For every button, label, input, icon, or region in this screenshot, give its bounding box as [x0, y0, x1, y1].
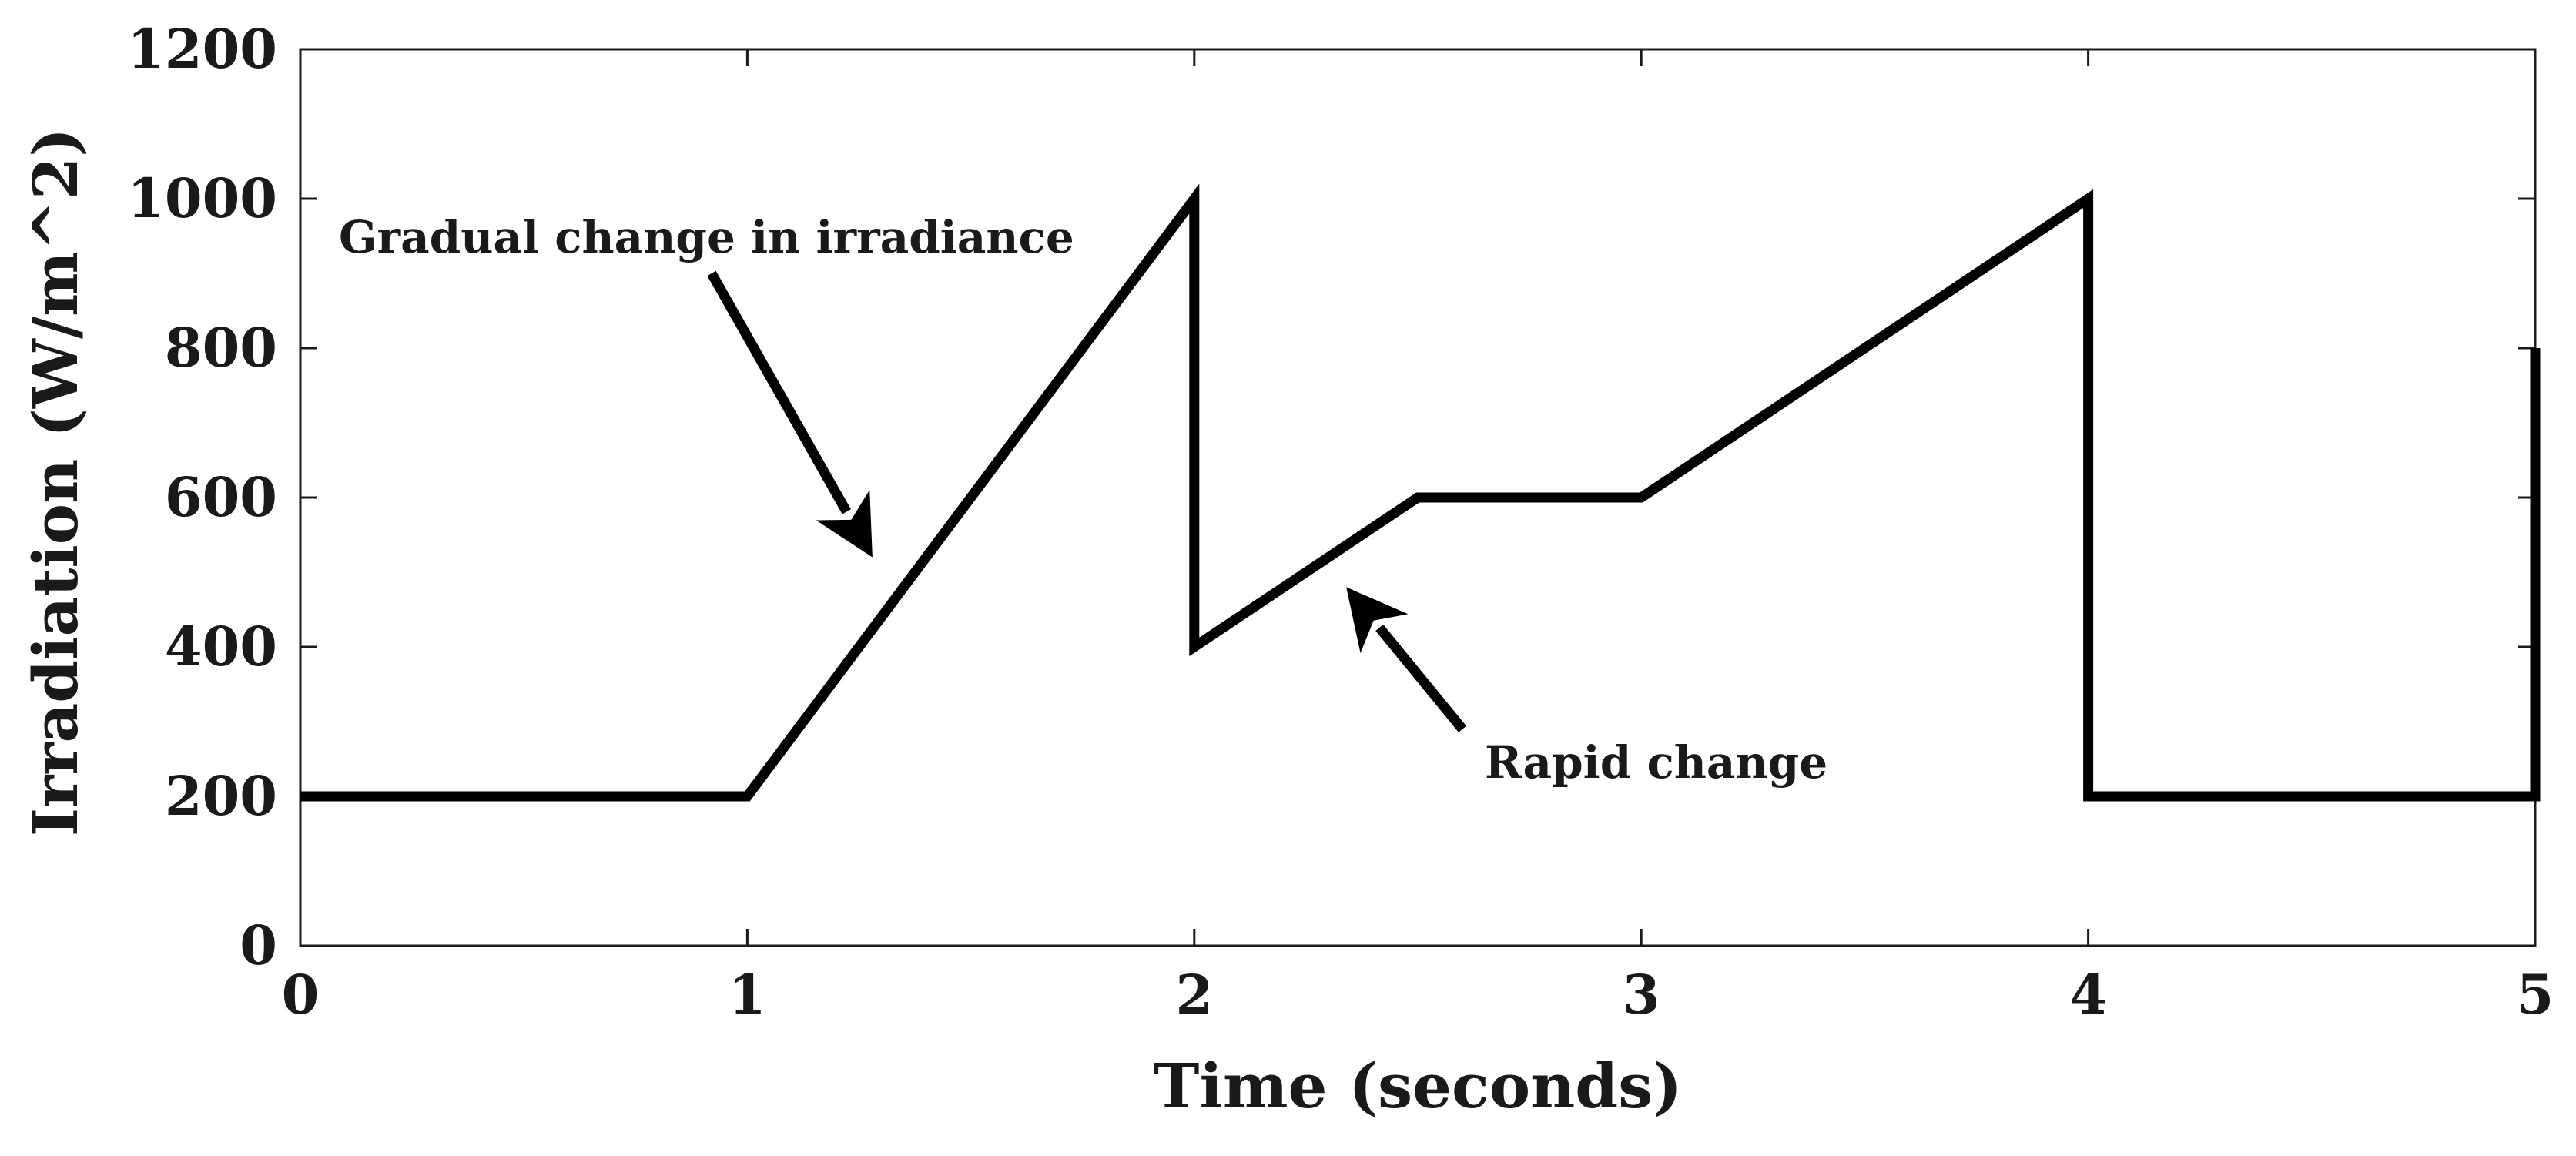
y-tick-label: 0 [240, 913, 277, 977]
annotation-arrow-shaft [707, 270, 852, 514]
y-tick-label: 600 [165, 465, 277, 529]
y-tick-label: 200 [165, 764, 277, 828]
x-tick-label: 5 [2517, 963, 2554, 1027]
x-tick-label: 4 [2069, 963, 2107, 1027]
series-line [300, 183, 2541, 802]
series-layer [300, 183, 2541, 802]
annotation-arrow-shaft [1375, 624, 1467, 732]
x-tick-label: 3 [1623, 963, 1660, 1027]
annotation-arrow-head [816, 490, 873, 558]
x-tick-label: 1 [729, 963, 766, 1027]
x-tick-label: 0 [282, 963, 320, 1027]
x-tick-label: 2 [1175, 963, 1213, 1027]
y-axis-ticks: 0 200 400 600 800 1000 1200 [127, 17, 2535, 977]
y-tick-label: 800 [165, 316, 277, 380]
y-tick-label: 400 [165, 615, 277, 679]
annotation-layer: Gradual change in irradiance Rapid change [339, 211, 1827, 789]
annotation-label: Gradual change in irradiance [339, 211, 1074, 263]
y-tick-label: 1200 [127, 17, 277, 81]
annotation-label: Rapid change [1485, 736, 1827, 789]
x-axis-ticks: 0 1 2 3 4 5 [282, 49, 2554, 1027]
x-axis-label: Time (seconds) [1154, 1050, 1682, 1122]
annotation-arrow-head [1346, 587, 1409, 654]
y-axis-label: Irradiation (W/m^2) [19, 128, 92, 837]
y-tick-label: 1000 [127, 166, 277, 230]
